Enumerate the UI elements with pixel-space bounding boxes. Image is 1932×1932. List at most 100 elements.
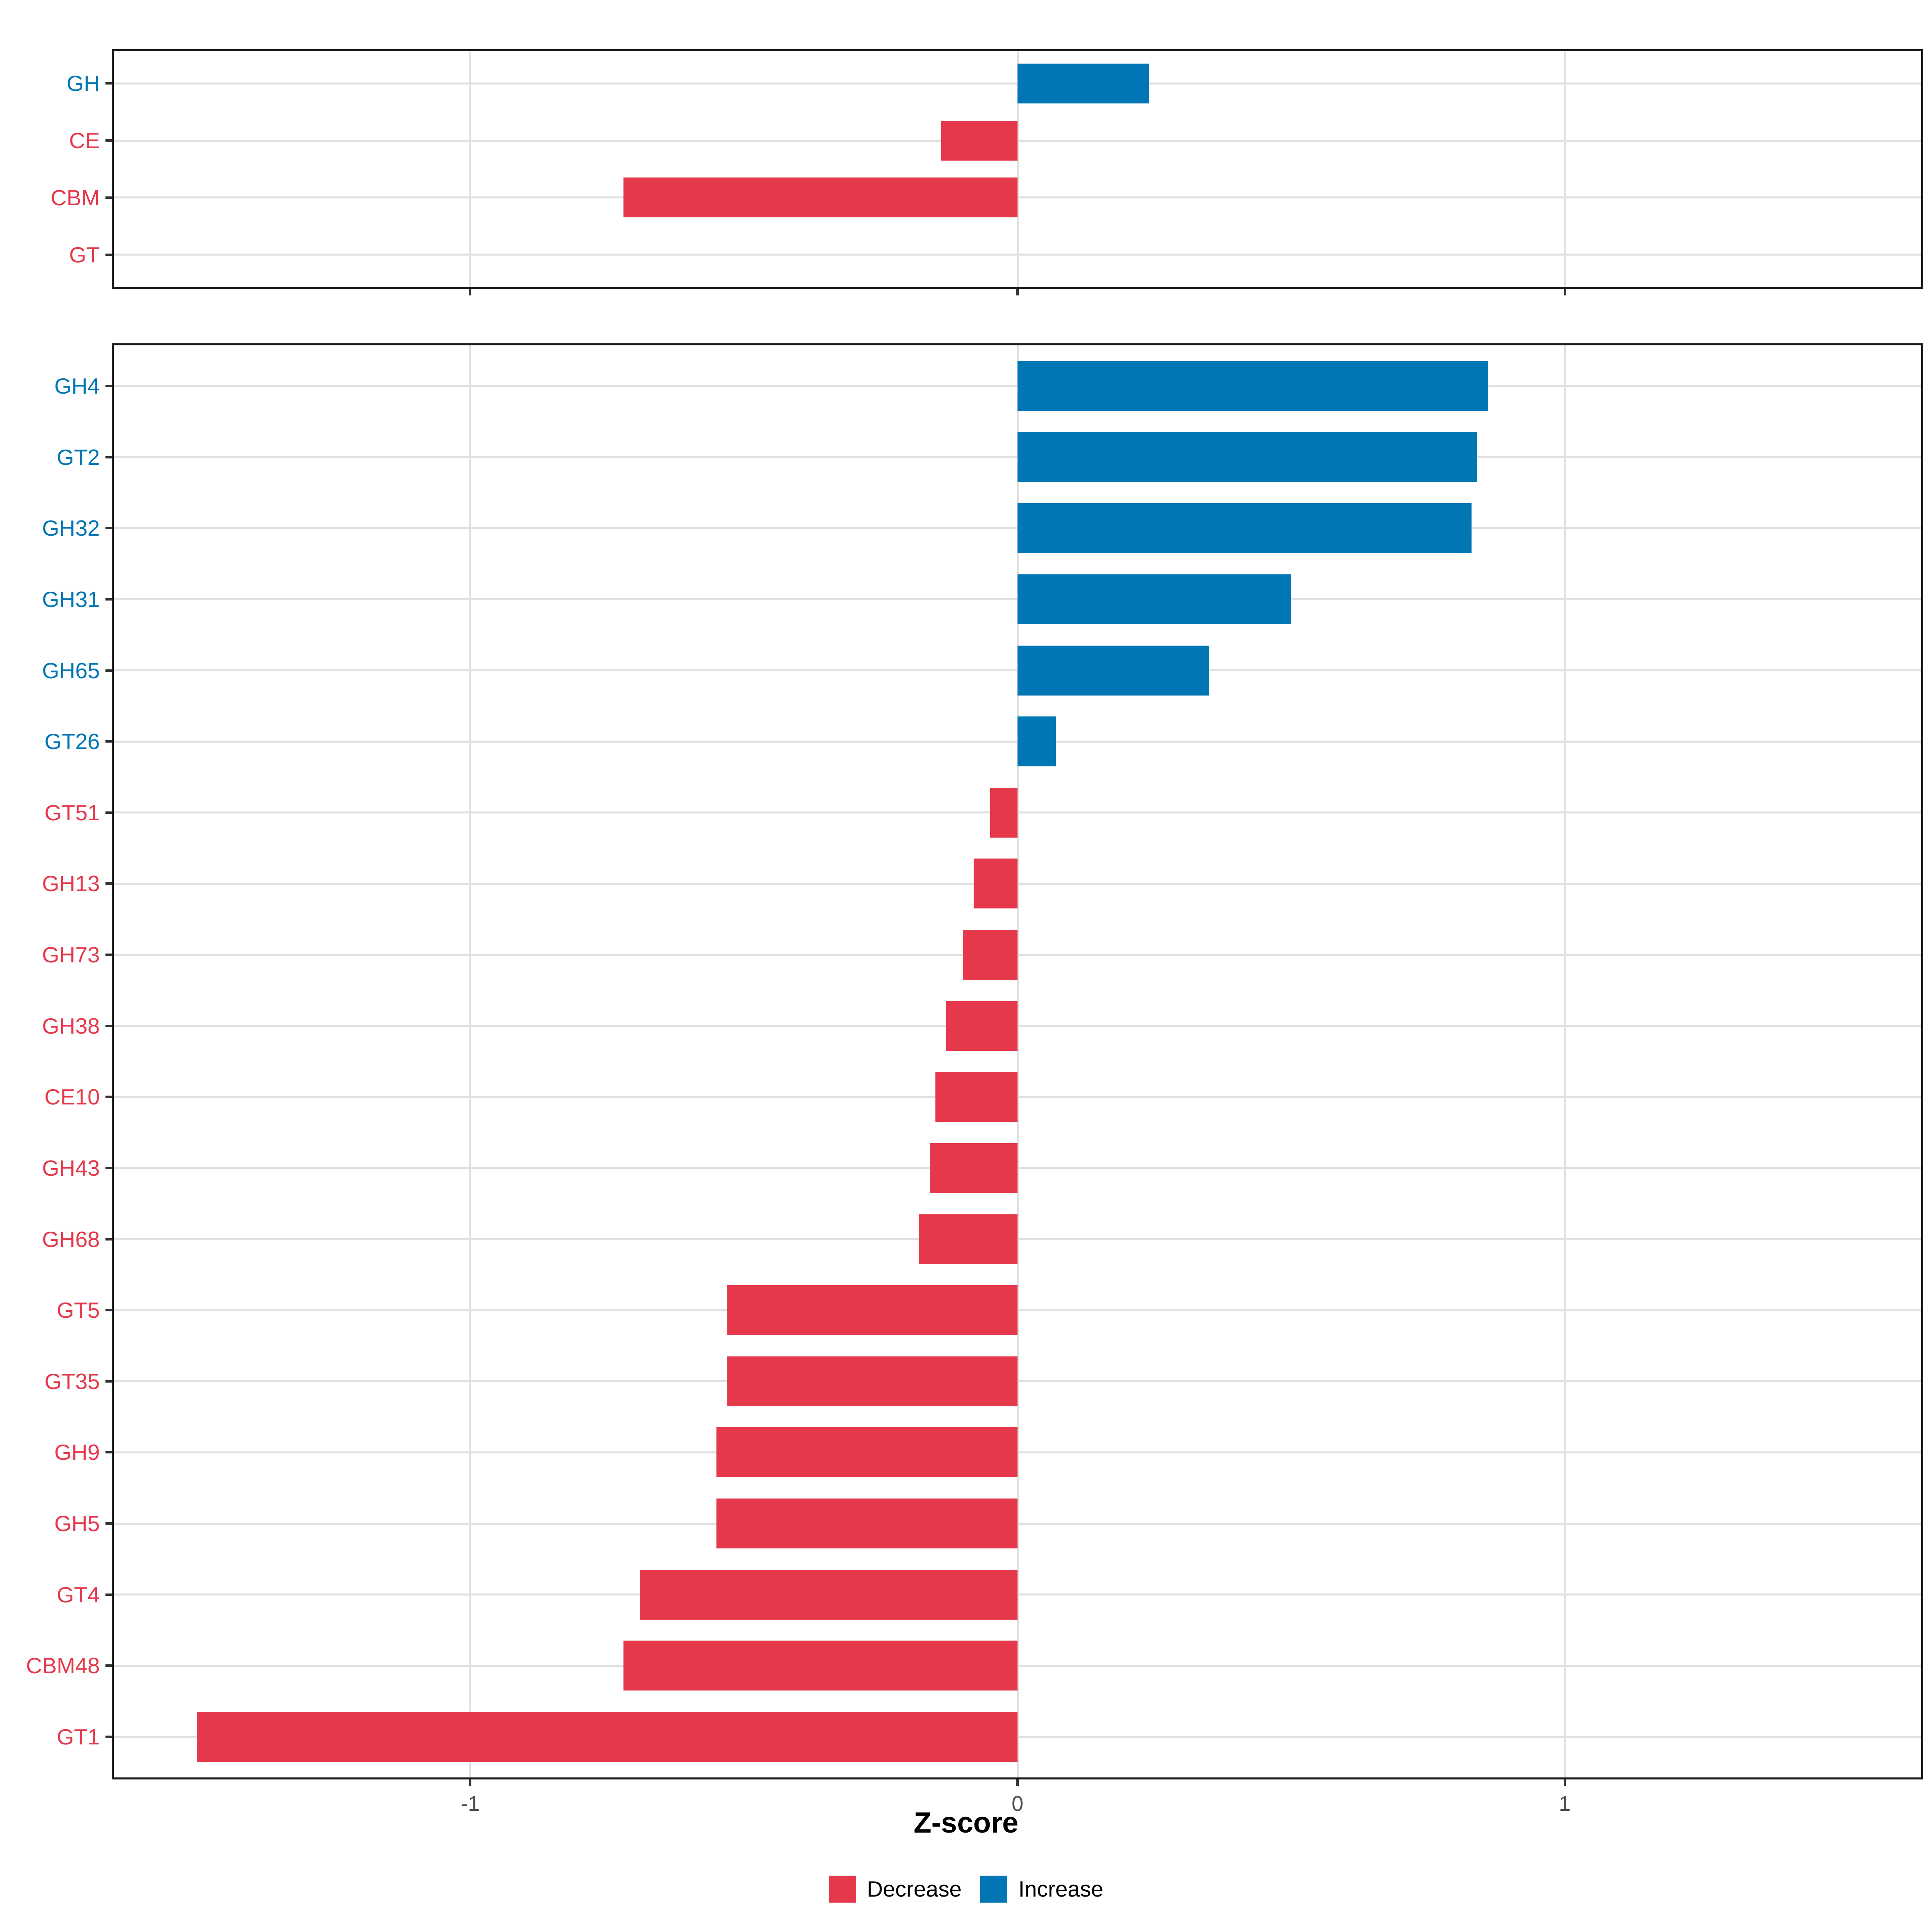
gridline-y bbox=[112, 196, 1923, 199]
category-label: GT35 bbox=[44, 1368, 100, 1394]
gridline-y bbox=[112, 882, 1923, 885]
category-label: GH73 bbox=[42, 942, 100, 968]
legend-swatch bbox=[980, 1875, 1007, 1903]
y-tick bbox=[105, 740, 112, 743]
bar bbox=[935, 1072, 1018, 1122]
y-tick bbox=[105, 527, 112, 530]
gridline-y bbox=[112, 139, 1923, 142]
gridline-y bbox=[112, 1522, 1923, 1525]
category-label: GH5 bbox=[54, 1511, 100, 1536]
gridline-x bbox=[1016, 49, 1019, 289]
gridline-y bbox=[112, 954, 1923, 956]
bar bbox=[727, 1285, 1018, 1335]
gridline-x bbox=[469, 343, 471, 1779]
x-axis-title: Z-score bbox=[913, 1807, 1019, 1839]
y-tick bbox=[105, 139, 112, 142]
y-tick bbox=[105, 882, 112, 885]
bar bbox=[623, 178, 1018, 218]
bar bbox=[1018, 645, 1209, 696]
gridline-y bbox=[112, 1736, 1923, 1738]
bar bbox=[974, 859, 1018, 909]
category-label: GT5 bbox=[57, 1298, 100, 1323]
category-label: CBM48 bbox=[26, 1653, 100, 1678]
bar bbox=[1018, 63, 1149, 103]
bar bbox=[946, 1001, 1018, 1051]
gridline-y bbox=[112, 1238, 1923, 1241]
gridline-y bbox=[112, 1096, 1923, 1098]
category-label: GH65 bbox=[42, 658, 100, 683]
gridline-y bbox=[112, 1593, 1923, 1596]
gridline-y bbox=[112, 1664, 1923, 1667]
bar bbox=[716, 1499, 1018, 1549]
y-tick bbox=[105, 253, 112, 256]
bottom-panel bbox=[112, 343, 1923, 1779]
bar bbox=[716, 1427, 1018, 1478]
top-panel bbox=[112, 49, 1923, 289]
bar bbox=[963, 930, 1018, 980]
bar bbox=[1018, 361, 1488, 411]
x-tick bbox=[1016, 1779, 1019, 1786]
category-label: GH31 bbox=[42, 586, 100, 612]
gridline-x bbox=[1564, 49, 1566, 289]
gridline-x bbox=[469, 49, 471, 289]
x-tick-label: -1 bbox=[460, 1792, 480, 1816]
gridline-y bbox=[112, 1309, 1923, 1311]
category-label: GH38 bbox=[42, 1013, 100, 1038]
y-tick bbox=[105, 82, 112, 85]
gridline-y bbox=[112, 1025, 1923, 1027]
category-label: GT bbox=[69, 242, 100, 267]
category-label: GH13 bbox=[42, 871, 100, 896]
y-tick bbox=[105, 1309, 112, 1312]
bar bbox=[919, 1214, 1018, 1264]
x-tick bbox=[1016, 289, 1019, 295]
legend-label: Increase bbox=[1018, 1876, 1104, 1901]
y-tick bbox=[105, 954, 112, 956]
x-tick-label: 0 bbox=[1011, 1792, 1024, 1816]
y-tick bbox=[105, 669, 112, 672]
bar bbox=[727, 1356, 1018, 1406]
gridline-y bbox=[112, 811, 1923, 814]
legend-item: Increase bbox=[980, 1875, 1104, 1903]
y-tick bbox=[105, 1380, 112, 1383]
bar bbox=[640, 1569, 1018, 1620]
category-label: GT4 bbox=[57, 1582, 100, 1607]
bar bbox=[930, 1143, 1018, 1193]
y-tick bbox=[105, 1522, 112, 1525]
y-tick bbox=[105, 1736, 112, 1738]
gridline-y bbox=[112, 254, 1923, 256]
y-tick bbox=[105, 456, 112, 458]
x-tick bbox=[1563, 1779, 1566, 1786]
bar bbox=[1018, 432, 1477, 482]
gridline-x bbox=[1564, 343, 1566, 1779]
category-label: CBM bbox=[50, 185, 100, 210]
category-label: GH9 bbox=[54, 1440, 100, 1465]
bar bbox=[623, 1641, 1018, 1691]
y-tick bbox=[105, 1238, 112, 1241]
x-tick bbox=[469, 289, 472, 295]
y-tick bbox=[105, 1024, 112, 1027]
gridline-x bbox=[1016, 343, 1019, 1779]
y-tick bbox=[105, 1451, 112, 1454]
y-tick bbox=[105, 811, 112, 814]
y-tick bbox=[105, 1166, 112, 1169]
gridline-y bbox=[112, 1380, 1923, 1383]
category-label: GH43 bbox=[42, 1155, 100, 1181]
legend-swatch bbox=[828, 1875, 856, 1903]
category-label: GH68 bbox=[42, 1226, 100, 1252]
y-tick bbox=[105, 1096, 112, 1098]
category-label: GT51 bbox=[44, 800, 100, 825]
x-tick bbox=[469, 1779, 472, 1786]
x-tick bbox=[1563, 289, 1566, 295]
bar bbox=[990, 787, 1018, 838]
category-label: CE10 bbox=[44, 1084, 100, 1110]
legend-label: Decrease bbox=[867, 1876, 962, 1901]
y-tick bbox=[105, 1593, 112, 1596]
category-label: GH bbox=[66, 71, 100, 96]
category-label: GT1 bbox=[57, 1724, 100, 1750]
category-label: GH4 bbox=[54, 373, 100, 398]
gridline-y bbox=[112, 1451, 1923, 1453]
legend-item: Decrease bbox=[828, 1875, 962, 1903]
y-tick bbox=[105, 384, 112, 387]
category-label: CE bbox=[69, 128, 100, 153]
